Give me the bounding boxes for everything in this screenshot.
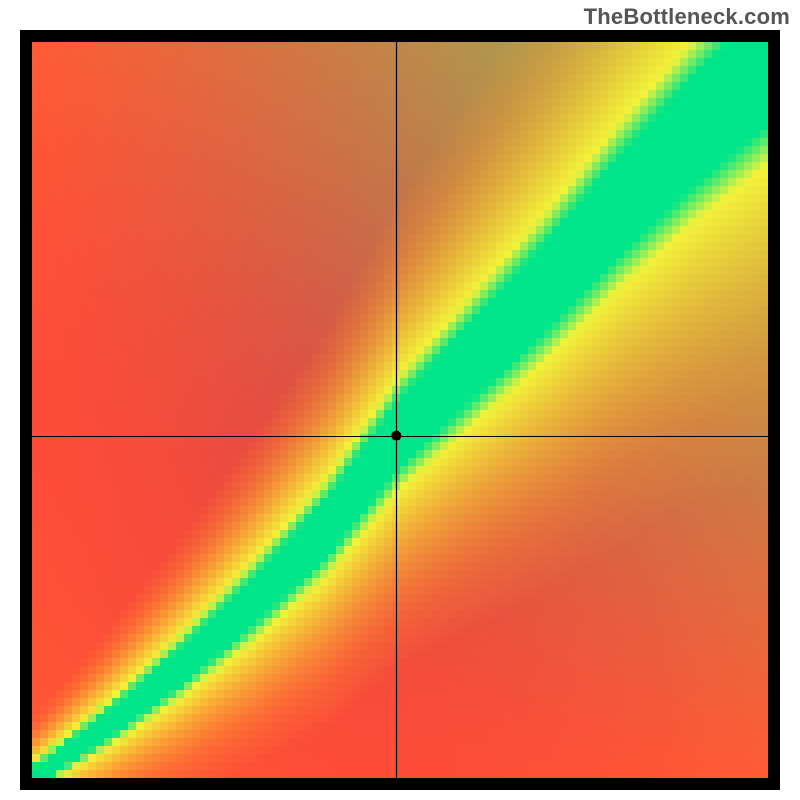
watermark-text: TheBottleneck.com	[584, 4, 790, 30]
heatmap-canvas	[32, 42, 768, 778]
heatmap-plot	[20, 30, 780, 790]
